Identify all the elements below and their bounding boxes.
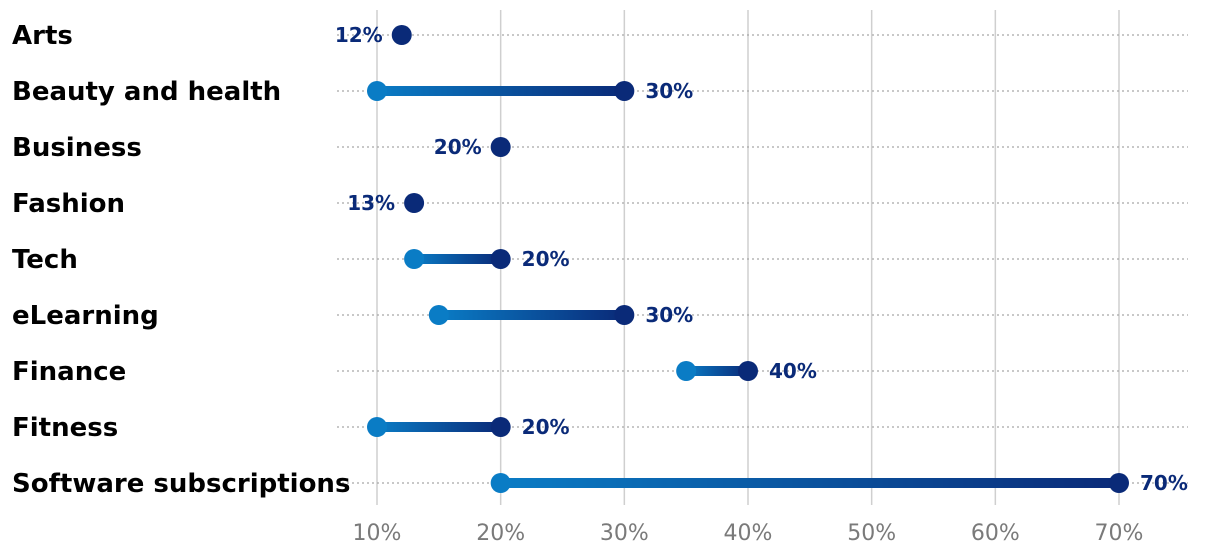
value-label: 70% bbox=[1140, 471, 1188, 495]
category-label: Beauty and health bbox=[12, 77, 281, 107]
high-point bbox=[490, 249, 511, 269]
single-point bbox=[490, 137, 511, 157]
x-tick-label: 50% bbox=[847, 521, 896, 546]
single-point bbox=[391, 25, 412, 45]
category-label: Tech bbox=[12, 245, 78, 275]
low-point bbox=[676, 361, 697, 381]
high-point bbox=[614, 305, 635, 325]
single-point bbox=[404, 193, 425, 213]
high-point bbox=[738, 361, 758, 381]
value-label: 13% bbox=[347, 191, 395, 215]
x-tick-label: 60% bbox=[971, 521, 1020, 546]
category-label: Finance bbox=[12, 357, 126, 387]
x-tick-label: 20% bbox=[476, 521, 525, 546]
value-label: 20% bbox=[522, 247, 570, 271]
x-tick-label: 10% bbox=[353, 521, 402, 546]
category-label: Fitness bbox=[12, 413, 118, 443]
label-layer: Arts 12% Beauty and health 30% Business 20% Fa… bbox=[12, 21, 1188, 499]
category-label: eLearning bbox=[12, 301, 159, 331]
high-point bbox=[490, 417, 511, 437]
tick-layer: 10% 20% 30% 40% 50% 60% 70% bbox=[353, 521, 1144, 546]
bar-layer bbox=[367, 25, 1129, 493]
low-point bbox=[367, 417, 387, 437]
low-point bbox=[367, 81, 387, 101]
low-point bbox=[490, 473, 511, 493]
value-label: 20% bbox=[434, 135, 482, 159]
x-tick-label: 30% bbox=[600, 521, 649, 546]
value-label: 30% bbox=[645, 303, 693, 327]
low-point bbox=[404, 249, 425, 269]
x-tick-label: 70% bbox=[1095, 521, 1144, 546]
value-label: 20% bbox=[522, 415, 570, 439]
category-label: Fashion bbox=[12, 189, 125, 219]
high-point bbox=[614, 81, 635, 101]
category-label: Arts bbox=[12, 21, 73, 51]
high-point bbox=[1109, 473, 1129, 493]
value-label: 12% bbox=[335, 23, 383, 47]
value-label: 40% bbox=[769, 359, 817, 383]
x-tick-label: 40% bbox=[724, 521, 773, 546]
category-label: Software subscriptions bbox=[12, 469, 350, 499]
category-label: Business bbox=[12, 133, 142, 163]
value-label: 30% bbox=[645, 79, 693, 103]
low-point bbox=[428, 305, 449, 325]
